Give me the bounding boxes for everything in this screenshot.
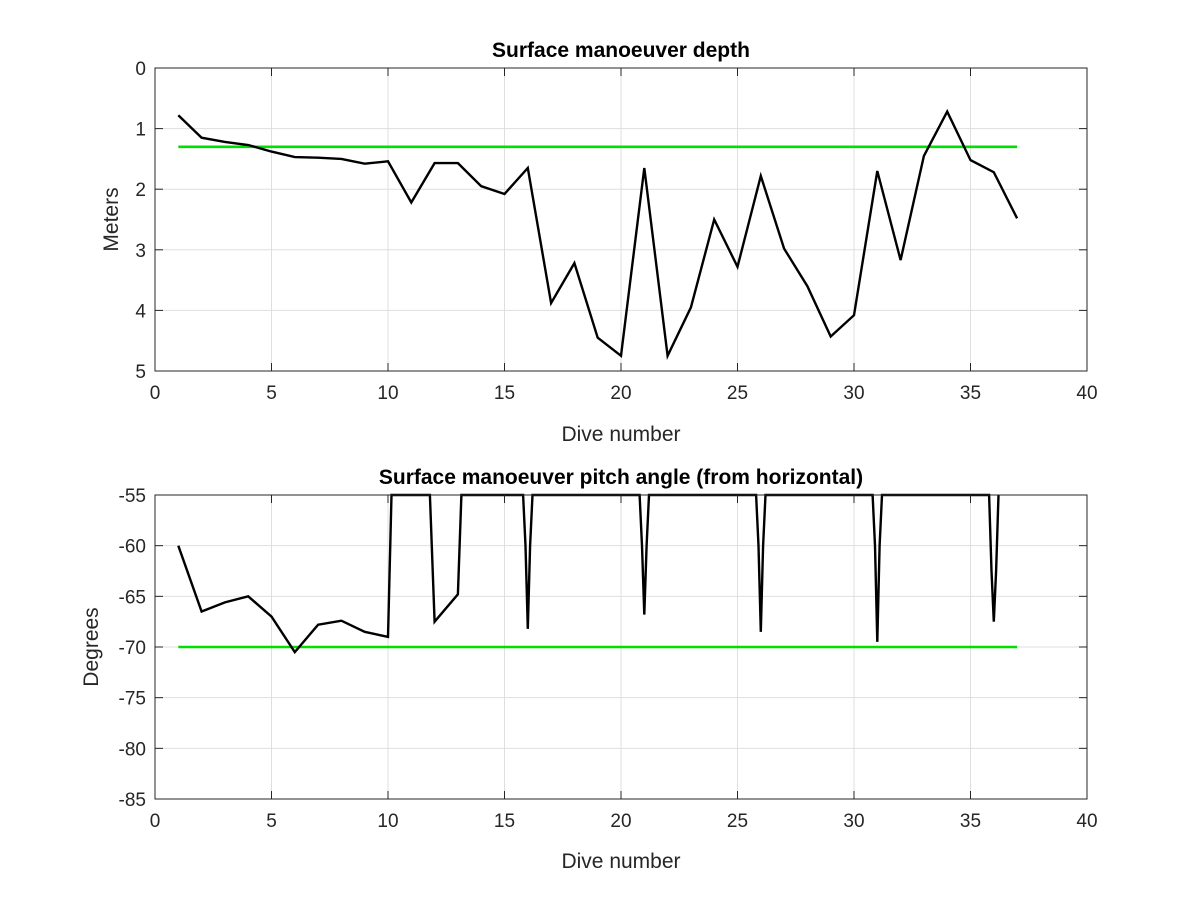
- x-tick-label: 30: [843, 811, 864, 832]
- x-axis-label: Dive number: [561, 850, 680, 873]
- data-line: [177, 493, 1000, 655]
- y-tick-label: 2: [135, 180, 146, 201]
- y-tick-label: 0: [135, 59, 146, 80]
- x-tick-label: 0: [150, 811, 161, 832]
- y-tick-label: -80: [119, 739, 146, 760]
- x-tick-label: 25: [727, 383, 748, 404]
- x-tick-label: 10: [377, 383, 398, 404]
- series-layer: [177, 493, 1018, 655]
- series-layer: [177, 108, 1019, 360]
- data-line: [177, 108, 1019, 360]
- x-tick-label: 0: [150, 383, 161, 404]
- y-axis-label: Degrees: [80, 607, 103, 686]
- y-tick-label: -75: [119, 689, 146, 710]
- x-tick-label: 10: [377, 811, 398, 832]
- y-tick-label: -65: [119, 587, 146, 608]
- x-tick-label: 15: [494, 383, 515, 404]
- y-tick-label: 1: [135, 120, 146, 141]
- chart-title: Surface manoeuver depth: [492, 39, 750, 62]
- x-axis-label: Dive number: [561, 423, 680, 446]
- x-tick-label: 30: [843, 383, 864, 404]
- y-axis-label: Meters: [100, 187, 123, 251]
- x-tick-label: 20: [610, 383, 631, 404]
- y-tick-label: -60: [119, 537, 146, 558]
- y-tick-label: -85: [119, 790, 146, 811]
- x-tick-label: 15: [494, 811, 515, 832]
- y-tick-label: -55: [119, 486, 146, 507]
- y-tick-label: 5: [135, 362, 146, 383]
- x-tick-label: 5: [266, 383, 277, 404]
- pitch-chart: 0 5 10 15 20 25 30 35 40 -55 -60 -65 -70 -75 -80 -85 Su…: [80, 466, 1098, 873]
- x-tick-label: 20: [610, 811, 631, 832]
- x-tick-label: 40: [1076, 383, 1097, 404]
- x-tick-label: 35: [960, 383, 981, 404]
- chart-title: Surface manoeuver pitch angle (from hori…: [379, 466, 863, 489]
- y-tick-label: -70: [119, 638, 146, 659]
- x-tick-label: 5: [266, 811, 277, 832]
- tick-layer: 0 5 10 15 20 25 30 35 40 -55 -60 -65 -70 -75 -80 -85: [119, 486, 1098, 832]
- y-tick-label: 3: [135, 241, 146, 262]
- x-tick-label: 25: [727, 811, 748, 832]
- y-tick-label: 4: [135, 301, 146, 322]
- x-tick-label: 35: [960, 811, 981, 832]
- x-tick-label: 40: [1076, 811, 1097, 832]
